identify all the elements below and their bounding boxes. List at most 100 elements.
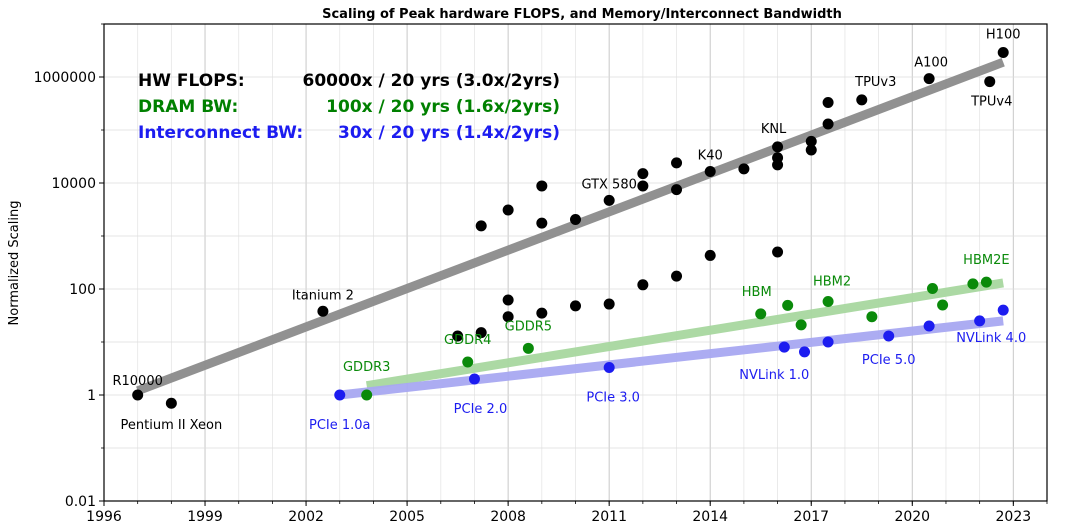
point-label-dram-bw: GDDR4 <box>444 333 491 348</box>
x-tick-label: 1999 <box>187 509 223 525</box>
legend-label: DRAM BW: <box>138 97 238 117</box>
point-hw-flops <box>856 94 868 106</box>
point-label-hw-flops: GTX 580 <box>581 177 636 192</box>
point-label-interconnect-bw: NVLink 1.0 <box>739 368 809 383</box>
point-hw-flops <box>984 76 996 88</box>
legend-entry: Interconnect BW: 30x / 20 yrs (1.4x/2yrs) <box>138 123 560 143</box>
point-dram-bw <box>980 276 992 288</box>
point-label-interconnect-bw: NVLink 4.0 <box>956 331 1026 346</box>
point-interconnect-bw <box>468 373 480 385</box>
point-label-interconnect-bw: PCIe 2.0 <box>454 402 508 417</box>
point-hw-flops <box>923 73 935 85</box>
x-tick-label: 2014 <box>692 509 728 525</box>
point-hw-flops <box>475 220 487 232</box>
y-axis-label: Normalized Scaling <box>7 201 22 326</box>
x-tick-label: 2023 <box>996 509 1032 525</box>
point-interconnect-bw <box>778 341 790 353</box>
point-hw-flops <box>603 298 615 310</box>
point-hw-flops <box>502 311 514 323</box>
trend-line-hw-flops <box>136 58 1005 396</box>
axis-layer: 1996 1999 2002 2005 2008 2011 2014 2017 2020 2023… <box>34 23 1048 525</box>
point-hw-flops <box>822 118 834 130</box>
point-hw-flops <box>671 184 683 196</box>
point-hw-flops <box>502 204 514 216</box>
point-hw-flops <box>165 397 177 409</box>
y-tick-label: 0.01 <box>65 494 96 510</box>
point-layer <box>132 46 1009 409</box>
point-dram-bw <box>755 308 767 320</box>
point-label-hw-flops: R10000 <box>112 374 162 389</box>
x-tick-label: 2017 <box>793 509 829 525</box>
point-dram-bw <box>937 299 949 311</box>
point-label-dram-bw: GDDR3 <box>343 360 390 375</box>
point-hw-flops <box>132 389 144 401</box>
point-hw-flops <box>704 165 716 177</box>
trend-line-dram-bw <box>365 278 1004 391</box>
point-hw-flops <box>772 246 784 258</box>
x-tick-label: 2020 <box>894 509 930 525</box>
point-interconnect-bw <box>974 315 986 327</box>
point-hw-flops <box>452 330 464 342</box>
point-label-hw-flops: Pentium II Xeon <box>121 418 223 433</box>
x-tick-label: 1996 <box>86 509 122 525</box>
y-tick-label: 100 <box>69 282 96 298</box>
point-label-hw-flops: A100 <box>914 56 948 71</box>
point-hw-flops <box>637 168 649 180</box>
point-label-dram-bw: GDDR5 <box>505 319 552 334</box>
x-tick-label: 2005 <box>389 509 425 525</box>
y-tick-label: 1 <box>87 388 96 404</box>
legend-value: 60000x / 20 yrs (3.0x/2yrs) <box>303 71 560 91</box>
point-dram-bw <box>866 311 878 323</box>
legend-entry: HW FLOPS: 60000x / 20 yrs (3.0x/2yrs) <box>138 71 560 91</box>
point-hw-flops <box>738 163 750 175</box>
legend-label: Interconnect BW: <box>138 123 303 143</box>
point-label-hw-flops: TPUv3 <box>854 75 896 90</box>
point-hw-flops <box>536 180 548 192</box>
point-label-interconnect-bw: PCIe 5.0 <box>862 353 916 368</box>
point-label-hw-flops: TPUv4 <box>970 95 1012 110</box>
trend-layer <box>136 58 1005 400</box>
point-dram-bw <box>795 319 807 331</box>
point-dram-bw <box>361 389 373 401</box>
point-hw-flops <box>772 141 784 153</box>
point-dram-bw <box>926 283 938 295</box>
point-hw-flops <box>997 46 1009 58</box>
point-hw-flops <box>536 307 548 319</box>
point-label-hw-flops: H100 <box>986 27 1021 42</box>
point-hw-flops <box>570 213 581 225</box>
point-dram-bw <box>822 296 834 308</box>
legend-value: 30x / 20 yrs (1.4x/2yrs) <box>338 123 560 143</box>
point-interconnect-bw <box>799 346 811 358</box>
point-hw-flops <box>317 305 329 317</box>
point-interconnect-bw <box>997 304 1009 316</box>
point-hw-flops <box>805 144 817 156</box>
point-interconnect-bw <box>603 362 615 374</box>
point-label-hw-flops: K40 <box>698 148 723 163</box>
x-tick-label: 2008 <box>490 509 526 525</box>
point-label-hw-flops: KNL <box>761 122 787 137</box>
point-label-interconnect-bw: PCIe 1.0a <box>309 418 371 433</box>
legend-label: HW FLOPS: <box>138 71 245 91</box>
point-dram-bw <box>522 342 534 354</box>
point-label-dram-bw: HBM2E <box>963 253 1009 268</box>
point-label-dram-bw: HBM2 <box>813 275 851 290</box>
point-hw-flops <box>475 327 487 339</box>
legend-value: 100x / 20 yrs (1.6x/2yrs) <box>326 97 560 117</box>
point-hw-flops <box>502 294 514 306</box>
point-label-dram-bw: HBM <box>742 285 772 300</box>
point-interconnect-bw <box>822 336 834 348</box>
legend: HW FLOPS: 60000x / 20 yrs (3.0x/2yrs) DRAM… <box>138 71 560 143</box>
point-dram-bw <box>782 299 794 311</box>
point-hw-flops <box>822 97 834 109</box>
y-tick-label: 10000 <box>51 176 96 192</box>
point-hw-flops <box>671 270 683 282</box>
point-label-interconnect-bw: PCIe 3.0 <box>586 391 640 406</box>
point-hw-flops <box>637 279 649 291</box>
y-tick-label: 1000000 <box>34 70 96 86</box>
point-hw-flops <box>772 152 784 164</box>
point-interconnect-bw <box>923 320 935 332</box>
point-hw-flops <box>603 194 615 206</box>
chart-title: Scaling of Peak hardware FLOPS, and Memo… <box>322 7 842 22</box>
point-hw-flops <box>536 217 548 229</box>
